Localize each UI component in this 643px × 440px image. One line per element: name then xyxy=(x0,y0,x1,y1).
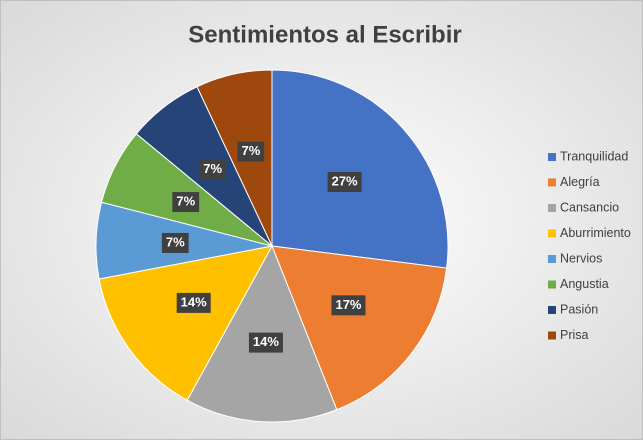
data-label-box xyxy=(331,295,366,316)
legend-label: Alegría xyxy=(560,175,600,189)
legend-label: Pasión xyxy=(560,302,598,316)
legend-label: Aburrimiento xyxy=(560,226,631,240)
legend-swatch xyxy=(548,229,556,238)
data-label: 7% xyxy=(166,234,185,249)
legend-label: Cansancio xyxy=(560,200,619,214)
chart-title: Sentimientos al Escribir xyxy=(188,21,461,48)
legend-label: Nervios xyxy=(560,251,602,265)
legend-label: Angustia xyxy=(560,277,609,291)
legend-swatch xyxy=(548,204,556,212)
pie-slice xyxy=(271,245,448,411)
data-label-box xyxy=(172,192,200,213)
data-label: 7% xyxy=(203,161,222,176)
pie-slice xyxy=(196,69,273,247)
data-label: 7% xyxy=(176,193,195,208)
data-label: 14% xyxy=(181,294,207,309)
legend-label: Tranquilidad xyxy=(560,149,628,163)
legend-swatch xyxy=(548,331,556,340)
data-label-box xyxy=(161,232,189,253)
data-label: 7% xyxy=(241,143,260,158)
pie-slice xyxy=(271,69,449,269)
legend-swatch xyxy=(548,153,556,161)
data-label-box xyxy=(237,141,265,162)
legend-swatch xyxy=(548,178,556,187)
data-label: 14% xyxy=(253,334,279,349)
pie-slice xyxy=(98,245,273,401)
data-label-box xyxy=(248,332,283,353)
data-label-box xyxy=(327,171,362,192)
data-label: 27% xyxy=(332,173,358,188)
legend-label: Prisa xyxy=(560,328,589,342)
data-label-box xyxy=(199,159,227,180)
data-label-box xyxy=(176,292,211,313)
data-label: 17% xyxy=(335,297,361,312)
legend-swatch xyxy=(548,306,556,314)
legend-swatch xyxy=(548,280,556,289)
legend-swatch xyxy=(548,255,556,263)
